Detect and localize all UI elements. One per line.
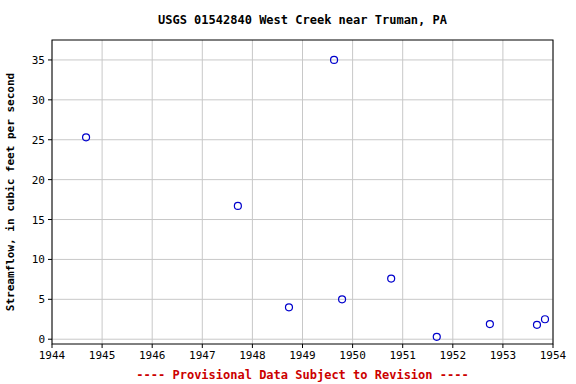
point [533, 321, 540, 328]
tick-label: 1952 [440, 349, 467, 362]
tick [502, 344, 503, 348]
footnote: ---- Provisional Data Subject to Revisio… [136, 368, 468, 382]
tick [352, 344, 353, 348]
grid-line [52, 99, 553, 100]
tick [102, 344, 103, 348]
points [83, 56, 549, 340]
tick [302, 344, 303, 348]
tick [152, 344, 153, 348]
tick-label: 5 [38, 293, 45, 306]
grid-line [52, 139, 553, 140]
tick-label: 1947 [189, 349, 216, 362]
grid-line [152, 40, 153, 344]
tick [553, 344, 554, 348]
tick [48, 219, 52, 220]
grid-line [102, 40, 103, 344]
tick-label: 1949 [289, 349, 316, 362]
grid-line [52, 339, 553, 340]
tick [252, 344, 253, 348]
grid-line [302, 40, 303, 344]
tick-label: 1953 [490, 349, 517, 362]
point [486, 321, 493, 328]
grid-line [52, 179, 553, 180]
grid-line [502, 40, 503, 344]
tick-label: 0 [38, 333, 45, 346]
grid-line [452, 40, 453, 344]
tick-label: 15 [32, 214, 45, 227]
grid-line [52, 219, 553, 220]
title: USGS 01542840 West Creek near Truman, PA [158, 13, 448, 27]
tick-label: 30 [32, 94, 45, 107]
point [541, 316, 548, 323]
tick [402, 344, 403, 348]
tick [48, 179, 52, 180]
point [331, 56, 338, 63]
point [433, 333, 440, 340]
grid-line [202, 40, 203, 344]
grid-line [352, 40, 353, 344]
frame [52, 40, 553, 344]
tick-label: 1945 [89, 349, 116, 362]
tick [48, 99, 52, 100]
tick-label: 25 [32, 134, 45, 147]
grid-line [52, 59, 553, 60]
grid-line [402, 40, 403, 344]
grid-line [252, 40, 253, 344]
point [388, 275, 395, 282]
tick [48, 259, 52, 260]
grid-line [52, 259, 553, 260]
tick [202, 344, 203, 348]
tick-label: 1951 [389, 349, 416, 362]
tick [452, 344, 453, 348]
tick-label: 1954 [540, 349, 567, 362]
tick-label: 1946 [139, 349, 166, 362]
tick-label: 1944 [39, 349, 66, 362]
plot-bg [52, 40, 553, 344]
point [234, 202, 241, 209]
tick-label: 1950 [339, 349, 366, 362]
grid-line [52, 299, 553, 300]
y-label: Streamflow, in cubic feet per second [4, 73, 17, 311]
point [285, 304, 292, 311]
tick-label: 1948 [239, 349, 266, 362]
chart: 1944 1945 1946 1947 1948 1949 1950 1951 1952 1953… [0, 0, 576, 384]
tick [52, 344, 53, 348]
point [339, 296, 346, 303]
tick-label: 10 [32, 253, 45, 266]
tick [48, 59, 52, 60]
tick [48, 339, 52, 340]
point [83, 134, 90, 141]
tick [48, 139, 52, 140]
tick-label: 35 [32, 54, 45, 67]
tick-label: 20 [32, 174, 45, 187]
tick [48, 299, 52, 300]
